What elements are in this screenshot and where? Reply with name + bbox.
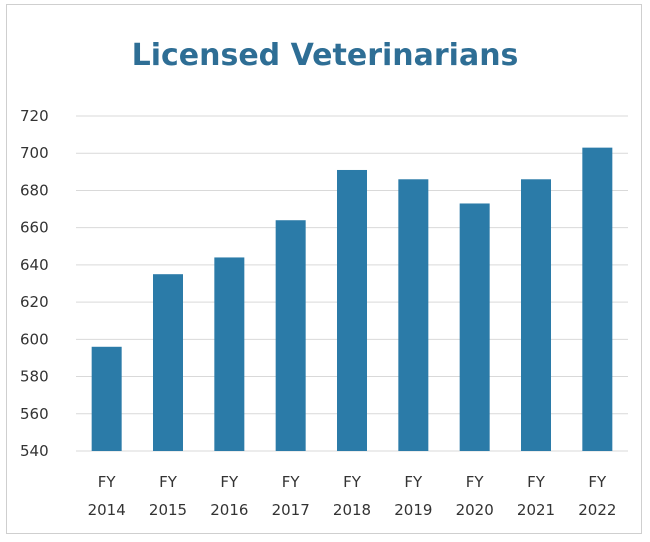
x-category-label: FY: [466, 473, 485, 491]
x-category-label: 2021: [517, 501, 555, 519]
chart-title: Licensed Veterinarians: [131, 38, 519, 73]
bar: [398, 179, 429, 451]
x-category-label: 2017: [272, 501, 310, 519]
y-tick-label: 700: [20, 144, 49, 162]
y-tick-label: 620: [20, 293, 49, 311]
bar: [91, 346, 122, 451]
y-tick-label: 580: [20, 368, 49, 386]
x-category-label: 2015: [149, 501, 187, 519]
x-category-label: FY: [282, 473, 301, 491]
x-category-label: 2019: [394, 501, 432, 519]
x-category-label: FY: [343, 473, 362, 491]
bar: [214, 257, 245, 451]
bar: [275, 220, 306, 451]
y-tick-label: 560: [20, 405, 49, 423]
x-category-label: FY: [404, 473, 423, 491]
y-axis-tick-labels: 540 560 580 600 620 640 660 680 700 720: [20, 107, 49, 460]
x-category-label: FY: [527, 473, 546, 491]
bar: [337, 169, 367, 451]
x-category-label: 2016: [210, 501, 248, 519]
x-category-label: FY: [98, 473, 117, 491]
x-category-label: 2014: [88, 501, 126, 519]
y-tick-label: 680: [20, 181, 49, 199]
x-category-label: FY: [159, 473, 178, 491]
bar: [459, 203, 490, 451]
y-tick-label: 600: [20, 330, 49, 348]
x-category-label: 2022: [578, 501, 616, 519]
bar: [582, 147, 613, 451]
bar: [153, 274, 183, 451]
x-category-label: 2018: [333, 501, 371, 519]
x-category-label: 2020: [456, 501, 494, 519]
bars: [91, 147, 613, 451]
x-category-label: FY: [220, 473, 239, 491]
y-tick-label: 640: [20, 256, 49, 274]
x-category-label: FY: [588, 473, 607, 491]
y-tick-label: 660: [20, 219, 49, 237]
x-axis-category-labels: FY 2014 FY 2015 FY 2016 FY 2017 FY 2018 FY 2019 FY 20…: [88, 473, 617, 519]
y-tick-label: 720: [20, 107, 49, 125]
bar: [521, 179, 551, 451]
y-tick-label: 540: [20, 442, 49, 460]
